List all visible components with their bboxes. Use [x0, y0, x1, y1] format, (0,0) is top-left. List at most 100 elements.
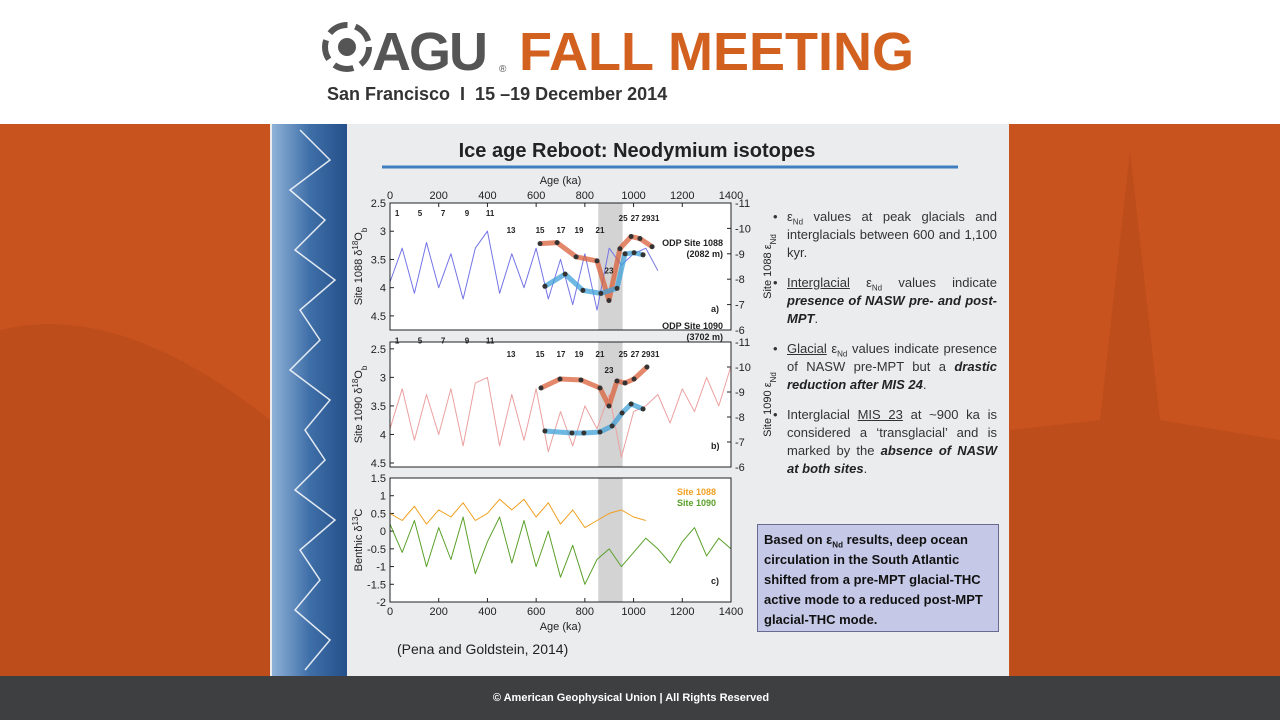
axis-label: Site 1090 εNd [762, 372, 778, 437]
footer-bar [0, 676, 1280, 720]
brand: AGU [372, 22, 486, 82]
data-point [597, 385, 603, 391]
text: . [863, 461, 868, 476]
series-line [389, 498, 646, 529]
y2-tick-label: -10 [735, 223, 751, 235]
data-point [631, 376, 637, 382]
data-point [631, 250, 637, 256]
x-tick-label: 1000 [621, 190, 645, 202]
y-tick-label: -1.5 [367, 579, 386, 591]
x-tick-label: 1200 [670, 190, 694, 202]
label-part: Nd [769, 372, 778, 382]
mis-label: 31 [651, 214, 660, 223]
bullet: Interglacial MIS 23 at ~900 ka is consid… [773, 406, 997, 478]
mis-label: 9 [465, 336, 470, 345]
data-point [606, 298, 612, 304]
data-point [637, 236, 643, 242]
y2-tick-label: -6 [735, 325, 745, 337]
mis-label: 1 [395, 209, 400, 218]
y2-tick-label: -8 [735, 412, 745, 424]
axis-label: Site 1090 δ18Ob [351, 365, 369, 443]
mis-label: 15 [536, 350, 545, 359]
x-tick-label: 600 [527, 606, 545, 618]
text: drastic reduction after MIS 24 [787, 359, 997, 392]
mis-label: 19 [575, 226, 584, 235]
text: MIS 23 [857, 407, 903, 422]
data-point [598, 290, 604, 296]
data-point [542, 283, 548, 289]
axis-label: Benthic δ13C [351, 509, 366, 572]
data-point [594, 258, 600, 264]
data-point [640, 406, 646, 412]
label-part: 18 [351, 378, 360, 387]
series-line [389, 230, 659, 311]
label-part: 13 [351, 516, 360, 525]
site-label: ODP Site 1088 [662, 238, 723, 248]
logo-icon [322, 22, 372, 72]
text: ε [849, 275, 872, 290]
citation: (Pena and Goldstein, 2014) [397, 641, 569, 657]
mis-label: 29 [642, 350, 651, 359]
plot-area [390, 478, 731, 602]
text: Interglacial [787, 407, 858, 422]
y-tick-label: 3 [380, 226, 386, 238]
mis-label: 9 [465, 209, 470, 218]
data-point [609, 423, 615, 429]
y-tick-label: 3.5 [371, 401, 386, 413]
mis-label: 17 [557, 226, 566, 235]
y2-tick-label: -8 [735, 274, 745, 286]
mis-label: 27 [631, 214, 640, 223]
y-tick-label: 4 [380, 283, 386, 295]
y-tick-label: 2.5 [371, 198, 386, 210]
bullet-list: εNd values at peak glacials and intergla… [773, 208, 997, 490]
mis-label: 23 [605, 366, 614, 375]
mis-label: 27 [631, 350, 640, 359]
site-label: ODP Site 1090 [662, 321, 723, 331]
panel-label: a) [711, 304, 719, 314]
x-tick-label: 0 [387, 190, 393, 202]
x-tick-label: 200 [430, 190, 448, 202]
y-tick-label: 1 [380, 491, 386, 503]
label-part: Site 1090 δ [353, 388, 365, 444]
y-tick-label: 1.5 [371, 473, 386, 485]
label-part: b [360, 227, 369, 232]
text: results, deep ocean circulation in the S… [764, 532, 983, 627]
text: ε [826, 341, 838, 356]
bridge-silhouette [0, 324, 270, 676]
mis-label: 25 [619, 214, 628, 223]
city-silhouette [1010, 150, 1280, 676]
highlight-band [598, 478, 623, 602]
y-tick-label: 3.5 [371, 254, 386, 266]
data-point [597, 429, 603, 435]
y-tick-label: 4.5 [371, 311, 386, 323]
label-part: Site 1088 δ [353, 250, 365, 306]
slide-strip [272, 124, 347, 676]
mis-label: 31 [651, 350, 660, 359]
site-label: (3702 m) [686, 332, 723, 342]
x-tick-label: 1400 [719, 190, 743, 202]
text: . [814, 311, 819, 326]
text: Nd [837, 349, 848, 359]
x-axis-label: Age (ka) [540, 621, 582, 633]
y2-tick-label: -11 [735, 337, 750, 349]
site-label: (2082 m) [686, 249, 723, 259]
plot-frame [389, 202, 732, 331]
label-part: Nd [769, 234, 778, 244]
y2-tick-label: -11 [735, 198, 750, 210]
x-axis-label: Age (ka) [540, 175, 582, 187]
data-point [578, 377, 584, 383]
data-point [557, 376, 563, 382]
x-tick-label: 1000 [621, 606, 645, 618]
data-point [542, 428, 548, 434]
plot-area [390, 203, 731, 330]
mis-label: 21 [596, 226, 605, 235]
bullet: εNd values at peak glacials and intergla… [773, 208, 997, 262]
data-point [562, 271, 568, 277]
x-tick-label: 0 [387, 606, 393, 618]
data-point [649, 244, 655, 250]
text: at ~900 ka is considered a ‘transglacial… [787, 407, 997, 458]
label-part: 18 [351, 240, 360, 249]
data-point [554, 240, 560, 246]
